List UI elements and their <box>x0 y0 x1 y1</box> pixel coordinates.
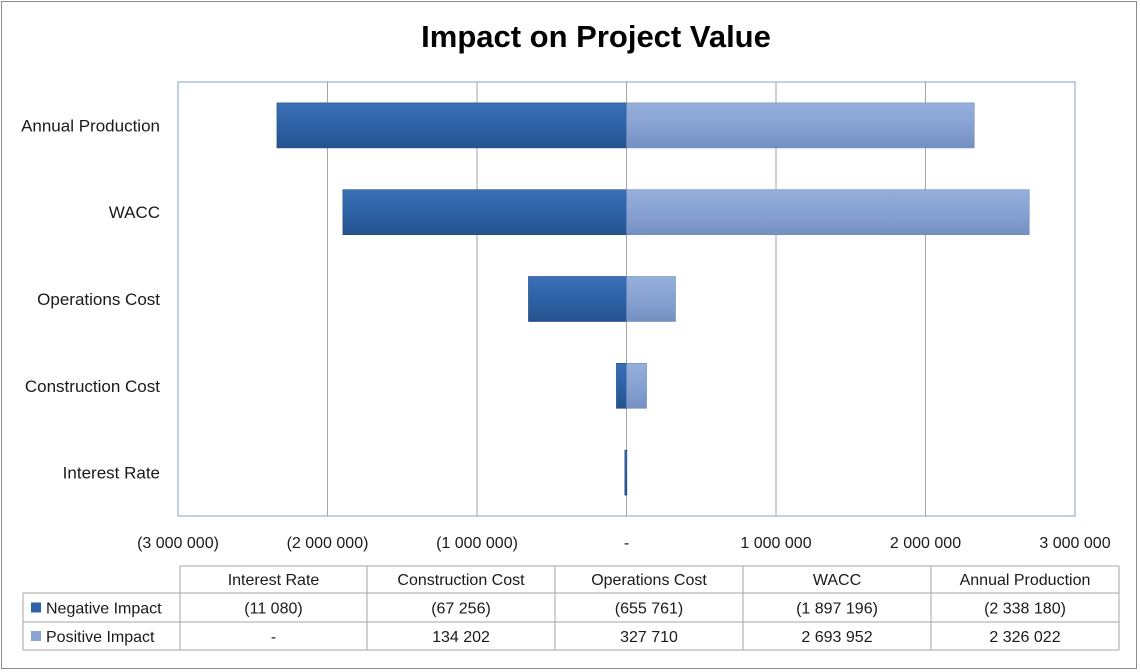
negative-impact-bar <box>616 362 627 409</box>
negative-impact-bar <box>276 102 627 149</box>
x-tick-label: (1 000 000) <box>436 535 518 552</box>
x-tick-label: - <box>624 535 629 552</box>
table-header: Construction Cost <box>397 572 525 589</box>
x-tick-label: 2 000 000 <box>890 535 961 552</box>
table-row-label: Positive Impact <box>46 629 155 646</box>
negative-impact-bar <box>342 189 627 235</box>
plot-area: (3 000 000) (2 000 000) (1 000 000) - 1 000 … <box>21 81 1111 552</box>
table-cell: 134 202 <box>432 629 490 646</box>
positive-impact-bar <box>626 102 975 149</box>
positive-impact-legend-key <box>31 631 41 641</box>
negative-impact-bar <box>624 449 628 496</box>
category-label: WACC <box>109 203 160 222</box>
category-label: Construction Cost <box>25 377 160 396</box>
category-label: Interest Rate <box>63 464 160 483</box>
table-cell: (2 338 180) <box>984 601 1066 618</box>
table-header: Interest Rate <box>228 572 320 589</box>
table-cell: (11 080) <box>244 601 302 618</box>
x-tick-label: (3 000 000) <box>137 535 219 552</box>
table-cell: 2 326 022 <box>989 629 1060 646</box>
table-cell: (655 761) <box>615 601 684 618</box>
table-header: Annual Production <box>960 572 1091 589</box>
category-label: Operations Cost <box>37 290 160 309</box>
table-cell: - <box>271 629 276 646</box>
chart-title: Impact on Project Value <box>421 19 771 54</box>
table-row-label: Negative Impact <box>46 601 162 618</box>
positive-impact-bar <box>626 276 676 322</box>
negative-impact-legend-key <box>31 602 41 613</box>
x-tick-label: (2 000 000) <box>287 535 369 552</box>
x-tick-label: 1 000 000 <box>740 535 811 552</box>
category-label: Annual Production <box>21 116 160 135</box>
data-table: Interest Rate Construction Cost Operations… <box>22 565 1120 651</box>
table-header: Operations Cost <box>591 572 707 589</box>
table-cell: 327 710 <box>620 629 678 646</box>
table-cell: (67 256) <box>431 601 491 618</box>
negative-impact-bar <box>528 276 627 322</box>
positive-impact-bar <box>626 362 647 409</box>
table-cell: 2 693 952 <box>801 629 872 646</box>
table-cell: (1 897 196) <box>796 601 878 618</box>
table-header: WACC <box>813 572 861 589</box>
x-tick-label: 3 000 000 <box>1039 535 1110 552</box>
positive-impact-bar <box>626 189 1030 235</box>
